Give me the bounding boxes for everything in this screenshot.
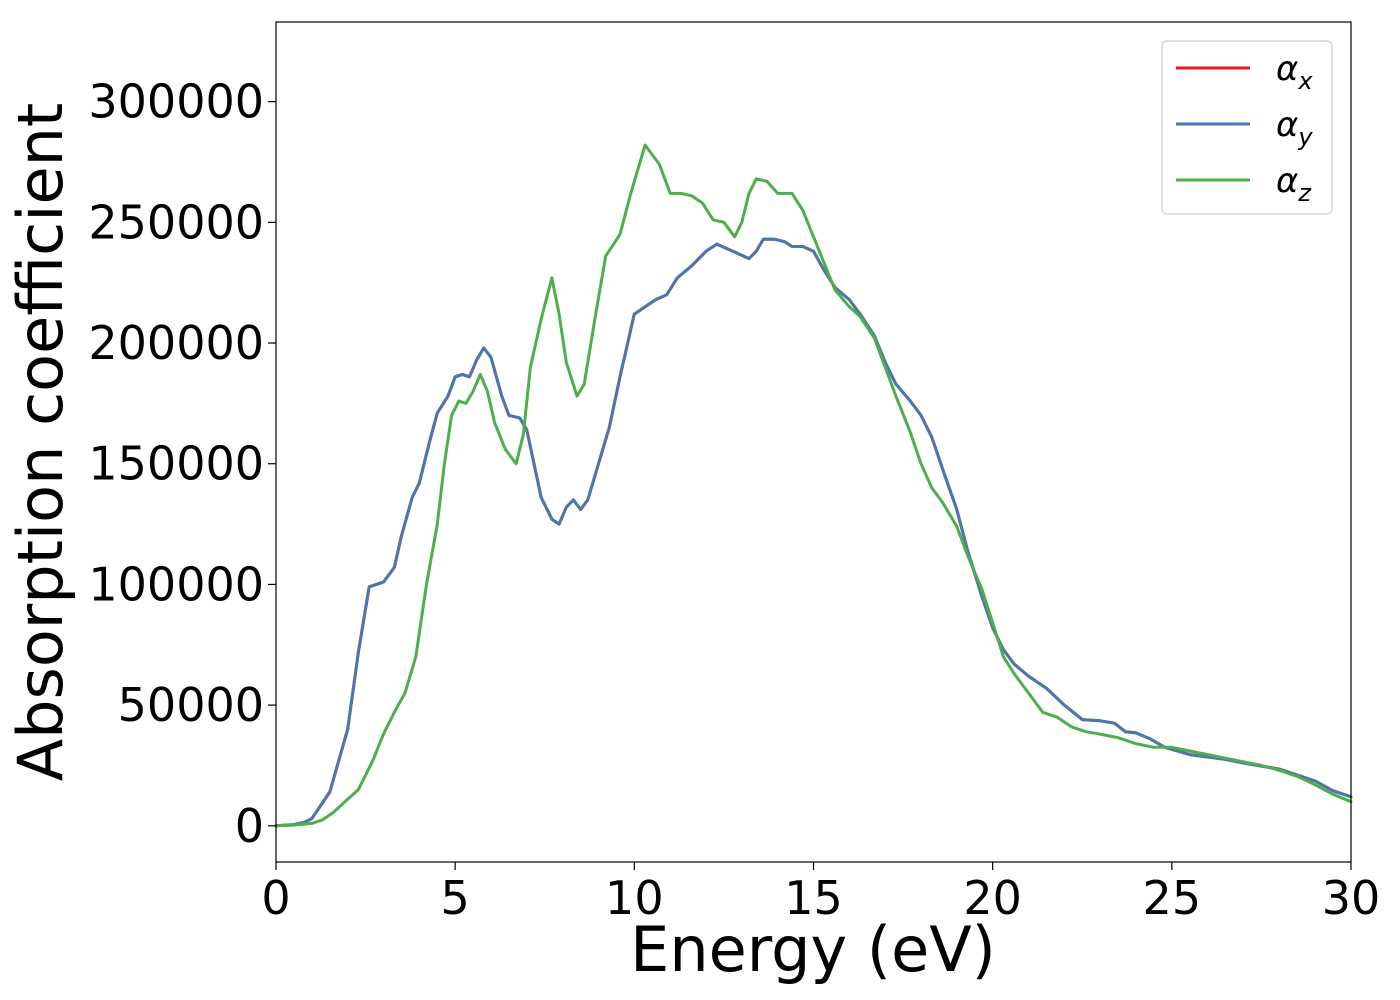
y-tick-label: 150000 [88, 437, 264, 491]
y-tick-label: 250000 [88, 195, 264, 249]
legend-subscript: z [1297, 179, 1312, 207]
y-tick-label: 50000 [118, 678, 264, 732]
legend-label-x: αx [1276, 49, 1313, 95]
legend-subscript: x [1297, 67, 1313, 95]
y-tick-label: 0 [235, 799, 264, 853]
y-tick-label: 200000 [88, 316, 264, 370]
x-tick-label: 15 [784, 871, 843, 925]
legend-symbol: α [1276, 161, 1298, 201]
legend-box [1161, 40, 1333, 215]
x-tick-label: 20 [963, 871, 1022, 925]
legend-label-z: αz [1276, 161, 1312, 207]
x-tick-label: 30 [1322, 871, 1381, 925]
x-axis-title: Energy (eV) [630, 913, 996, 986]
legend-label-y: αy [1276, 105, 1313, 151]
x-tick-label: 0 [261, 871, 290, 925]
x-tick-label: 25 [1143, 871, 1202, 925]
x-tick-label: 5 [441, 871, 470, 925]
x-axis: 0 5 10 15 20 25 30 [261, 862, 1380, 925]
series-line-y [274, 237, 1353, 828]
legend-symbol: α [1276, 49, 1298, 89]
y-axis: 0 50000 100000 150000 200000 250000 300000 [88, 75, 276, 853]
y-tick-label: 100000 [88, 557, 264, 611]
series-layer [274, 143, 1353, 828]
legend-symbol: α [1276, 105, 1298, 145]
series-line-z [274, 143, 1353, 828]
legend-subscript: y [1297, 123, 1313, 151]
y-tick-label: 300000 [88, 75, 264, 129]
x-tick-label: 10 [605, 871, 664, 925]
y-axis-title: Absorption coefficient [4, 103, 77, 782]
